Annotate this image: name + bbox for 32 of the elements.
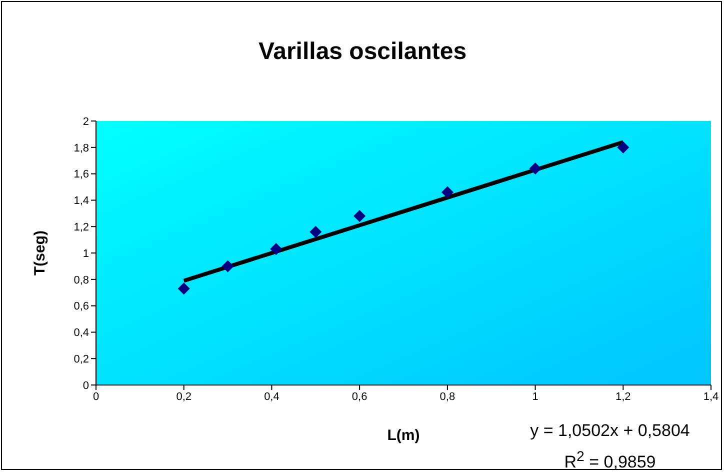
x-tick-label: 0,2 <box>176 390 192 403</box>
x-tick-label: 0,4 <box>264 390 280 403</box>
y-tick-label: 0,8 <box>74 274 89 286</box>
y-tick-label: 1,6 <box>74 168 89 181</box>
x-tick-label: 0,6 <box>352 390 368 403</box>
text: R$^{2}$ = 0,9859 <box>563 448 657 472</box>
point <box>617 141 630 154</box>
y-tick-label: 0,4 <box>74 327 89 340</box>
x-axis-title: L(m) <box>387 427 420 444</box>
x-tick-label: 0,8 <box>440 390 456 403</box>
x-tick-label: 1,4 <box>703 390 719 403</box>
point <box>441 186 454 198</box>
y-tick-label: 1,4 <box>74 195 89 208</box>
chart-title: Varillas oscilantes <box>257 38 468 66</box>
text: y = 1,0502x + 0,5804 <box>529 420 691 442</box>
point <box>222 260 234 272</box>
point <box>270 243 282 256</box>
y-tick-label: 0,2 <box>74 354 89 366</box>
x-tick-label: 1 <box>532 390 538 403</box>
y-tick-label: 1,2 <box>74 222 89 234</box>
point <box>178 282 190 295</box>
y-tick-label: 2 <box>82 116 89 128</box>
y-tick-label: 1 <box>82 248 89 260</box>
y-tick-label: 1,8 <box>74 142 89 154</box>
x-tick-label: 0 <box>92 390 100 403</box>
point <box>529 162 542 175</box>
y-tick-label: 0 <box>82 380 89 392</box>
x-tick-label: 1,2 <box>615 390 631 403</box>
point <box>354 210 366 222</box>
y-tick-label: 0,6 <box>74 300 89 313</box>
point <box>310 226 322 238</box>
y-axis-title: T(seg) <box>32 230 48 276</box>
